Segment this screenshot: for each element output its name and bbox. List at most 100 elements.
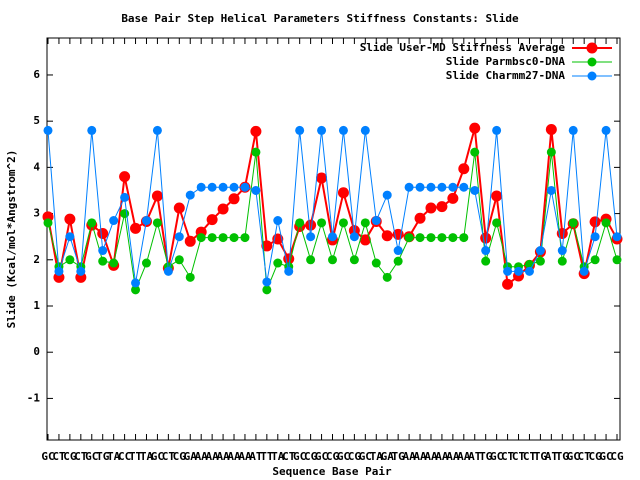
point — [469, 122, 481, 134]
point — [426, 233, 436, 243]
point — [425, 202, 437, 214]
x-tick-label: GC — [41, 450, 54, 463]
x-tick-label: AA — [238, 450, 252, 463]
point — [207, 182, 217, 192]
point — [65, 232, 75, 242]
point — [546, 185, 556, 195]
point — [273, 258, 283, 268]
point — [152, 218, 162, 228]
point — [305, 219, 317, 231]
x-tick-label: TG — [556, 450, 570, 463]
point — [65, 255, 75, 265]
point — [436, 201, 448, 213]
point — [109, 216, 119, 226]
x-tick-label: CT — [578, 450, 592, 463]
x-tick-label: AA — [424, 450, 438, 463]
x-tick-label: GC — [567, 450, 580, 463]
point — [480, 232, 492, 244]
point — [579, 266, 589, 276]
point — [306, 255, 316, 265]
y-axis-label: Slide (Kcal/mol*Angstrom^2) — [5, 150, 18, 329]
x-tick-label: AA — [402, 450, 416, 463]
point — [173, 202, 185, 214]
point — [240, 233, 250, 243]
x-tick-label: TA — [271, 450, 285, 463]
point — [207, 233, 217, 243]
point — [109, 258, 119, 268]
point — [382, 272, 392, 282]
x-tick-label: CG — [304, 450, 318, 463]
point — [393, 246, 403, 256]
point — [437, 182, 447, 192]
point — [228, 193, 240, 205]
x-tick-label: AA — [206, 450, 220, 463]
point — [337, 187, 349, 199]
x-tick-label: TA — [140, 450, 154, 463]
point — [382, 190, 392, 200]
point — [393, 256, 403, 266]
legend-marker — [587, 57, 597, 67]
point — [612, 255, 622, 265]
y-tick-label: 0 — [33, 345, 40, 358]
point — [514, 266, 524, 276]
x-tick-label: TA — [370, 450, 384, 463]
x-tick-label: AA — [435, 450, 449, 463]
y-tick-label: 6 — [33, 68, 40, 81]
x-tick-label: CT — [162, 450, 176, 463]
point — [557, 246, 567, 256]
point — [174, 255, 184, 265]
x-tick-label: TG — [534, 450, 548, 463]
x-tick-label: AT — [545, 450, 559, 463]
x-tick-label: TG — [392, 450, 406, 463]
point — [459, 233, 469, 243]
chart-title: Base Pair Step Helical Parameters Stiffn… — [121, 12, 519, 25]
point — [141, 258, 151, 268]
point — [459, 182, 469, 192]
x-tick-label: GC — [293, 450, 306, 463]
legend-label: Slide User-MD Stiffness Average — [360, 41, 566, 54]
point — [120, 192, 130, 202]
point — [601, 125, 611, 135]
x-tick-label: GC — [151, 450, 164, 463]
x-tick-label: AA — [457, 450, 471, 463]
point — [502, 278, 514, 290]
x-tick-label: CT — [74, 450, 88, 463]
x-tick-label: TA — [107, 450, 121, 463]
x-tick-label: GC — [337, 450, 350, 463]
x-tick-label: CG — [326, 450, 340, 463]
point — [371, 258, 381, 268]
point — [184, 235, 196, 247]
x-tick-label: TG — [96, 450, 110, 463]
y-tick-label: 2 — [33, 253, 40, 266]
point — [359, 234, 371, 246]
point — [317, 125, 327, 135]
x-tick-label: CT — [512, 450, 526, 463]
y-tick-label: 4 — [33, 160, 40, 173]
legend-marker — [586, 42, 598, 54]
point — [64, 213, 76, 225]
point — [381, 230, 393, 242]
x-tick-label: CG — [63, 450, 77, 463]
point — [131, 285, 141, 295]
point — [338, 125, 348, 135]
point — [97, 227, 109, 239]
point — [185, 190, 195, 200]
legend-marker — [587, 71, 597, 81]
point — [328, 255, 337, 265]
point — [196, 182, 206, 192]
point — [218, 182, 228, 192]
point — [612, 232, 622, 242]
point — [492, 125, 502, 135]
x-tick-label: GC — [315, 450, 328, 463]
point — [295, 218, 305, 228]
point — [426, 182, 436, 192]
x-tick-label: CG — [348, 450, 362, 463]
x-tick-label: AA — [413, 450, 427, 463]
point — [546, 147, 556, 157]
point — [174, 232, 184, 242]
x-tick-label: CT — [52, 450, 66, 463]
x-tick-label: GC — [490, 450, 503, 463]
point — [273, 216, 283, 226]
point — [470, 185, 480, 195]
